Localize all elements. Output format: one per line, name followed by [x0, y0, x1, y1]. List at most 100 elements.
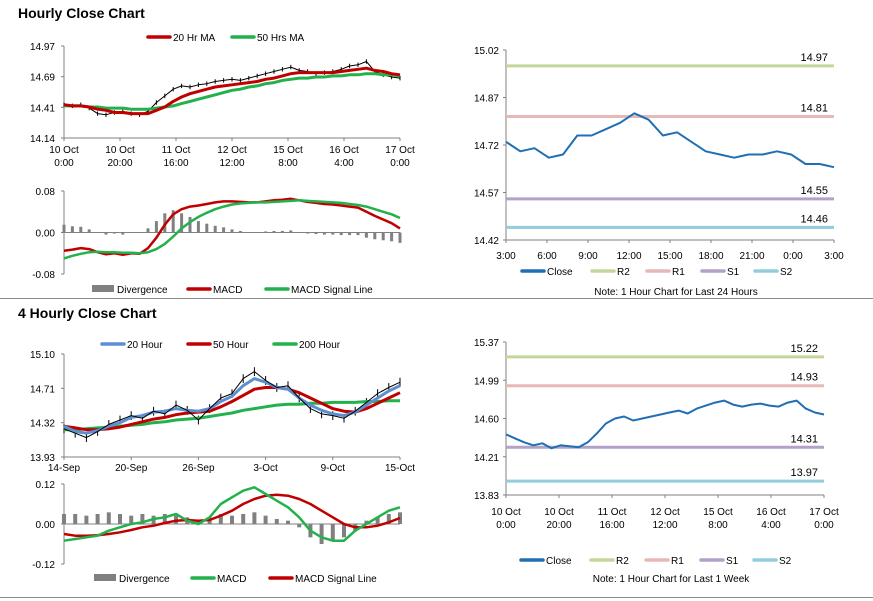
four-hourly-legend-50h-label: 50 Hour: [213, 340, 249, 351]
four-hourly-levels-legend-s1-label: S1: [726, 556, 739, 567]
four-hourly-levels-y-tick-label: 14.21: [474, 453, 499, 464]
four-hourly-levels-x-tick-label: 0:00: [814, 520, 834, 531]
bottom-divider: [0, 597, 873, 598]
hourly-20hr-ma-line: [63, 66, 401, 116]
hourly-chart-title: Hourly Close Chart: [18, 5, 145, 21]
hourly-price-x-tick-label: 15 Oct: [273, 145, 303, 156]
four-hourly-levels-x-tick-label: 10 Oct: [491, 507, 521, 518]
hourly-50hr-ma-line: [64, 72, 401, 111]
four-hourly-levels-x-tick-label: 8:00: [708, 520, 728, 531]
hourly-price-x-tick-label: 8:00: [278, 158, 298, 169]
four-hourly-price-x-tick-label: 3-Oct: [253, 463, 278, 474]
four-hourly-levels-legend-s2-label: S2: [779, 556, 792, 567]
hourly-levels-level-label-s1: 14.55: [800, 185, 828, 197]
four-hourly-legend-20h-label: 20 Hour: [127, 340, 163, 351]
hourly-legend-divergence-swatch: [92, 285, 114, 292]
hourly-levels-legend-r2-label: R2: [617, 267, 630, 278]
hourly-levels-legend-s2-label: S2: [780, 267, 793, 278]
four-hourly-price-x-tick-label: 14-Sep: [48, 463, 81, 474]
four-hourly-levels-y-tick-label: 14.99: [474, 376, 499, 387]
four-hourly-levels-x-tick-label: 12:00: [652, 520, 677, 531]
four-hourly-price-x-tick-label: 26-Sep: [182, 463, 215, 474]
hourly-levels-y-tick-label: 15.02: [474, 46, 499, 57]
four-hourly-levels-x-tick-label: 16:00: [599, 520, 624, 531]
four-hourly-legend-200h-label: 200 Hour: [299, 340, 341, 351]
hourly-price-x-tick-label: 11 Oct: [162, 145, 191, 156]
four-hourly-levels-legend-close-label: Close: [546, 556, 572, 567]
four-hourly-levels-note: Note: 1 Hour Chart for Last 1 Week: [593, 574, 751, 585]
hourly-price-x-tick-label: 17 Oct: [385, 145, 415, 156]
four-hourly-levels-legend-r2-label: R2: [616, 556, 629, 567]
four-hourly-levels-x-tick-label: 20:00: [546, 520, 571, 531]
four-hourly-legend-divergence-swatch: [94, 574, 116, 581]
hourly-levels-legend-r1-label: R1: [672, 267, 685, 278]
four-hourly-macd-line: [63, 486, 401, 542]
four-hourly-levels-x-tick-label: 17 Oct: [809, 507, 839, 518]
four-hourly-price-y-tick-label: 14.71: [30, 384, 55, 395]
hourly-legend-20hr-label: 20 Hr MA: [173, 33, 216, 44]
hourly-levels-y-tick-label: 14.87: [474, 94, 499, 105]
hourly-macd-line: [63, 197, 401, 257]
hourly-price-x-tick-label: 16:00: [163, 158, 188, 169]
four-hourly-legend-divergence-label: Divergence: [119, 574, 170, 585]
hourly-price-x-tick-label: 10 Oct: [105, 145, 135, 156]
four-hourly-levels-x-tick-label: 16 Oct: [756, 507, 786, 518]
four-hourly-levels-level-label-r2: 15.22: [790, 343, 818, 355]
hourly-levels-level-label-r2: 14.97: [800, 52, 828, 64]
four-hourly-levels-level-label-r1: 14.93: [790, 372, 818, 384]
hourly-price-x-tick-label: 0:00: [54, 158, 74, 169]
hourly-legend-signal-label: MACD Signal Line: [291, 285, 373, 296]
hourly-levels-x-tick-label: 9:00: [578, 251, 598, 262]
four-hourly-levels-legend-r1-label: R1: [671, 556, 684, 567]
hourly-levels-level-label-s2: 14.46: [800, 213, 828, 225]
four-hourly-price-y-tick-label: 15.10: [30, 350, 55, 361]
hourly-price-x-tick-label: 0:00: [390, 158, 410, 169]
hourly-price-x-tick-label: 12 Oct: [217, 145, 247, 156]
hourly-price-x-tick-label: 10 Oct: [49, 145, 79, 156]
four-hourly-levels-x-tick-label: 12 Oct: [650, 507, 680, 518]
section-divider: [0, 298, 873, 299]
four-hourly-levels-level-label-s2: 13.97: [790, 467, 818, 479]
hourly-signal-line: [63, 199, 401, 260]
four-hourly-signal-line: [63, 493, 401, 537]
hourly-levels-y-tick-label: 14.72: [474, 141, 499, 152]
hourly-levels-x-tick-label: 0:00: [783, 251, 803, 262]
four-hourly-levels-y-tick-label: 15.37: [474, 338, 499, 349]
hourly-legend-50hr-label: 50 Hrs MA: [257, 33, 305, 44]
hourly-levels-y-tick-label: 14.57: [474, 189, 499, 200]
four-hourly-chart-title: 4 Hourly Close Chart: [18, 305, 157, 321]
hourly-macd-y-tick-label: -0.08: [32, 270, 55, 281]
hourly-levels-x-tick-label: 3:00: [824, 251, 844, 262]
hourly-levels-x-tick-label: 15:00: [657, 251, 682, 262]
hourly-levels-x-tick-label: 21:00: [739, 251, 764, 262]
hourly-price-y-tick-label: 14.69: [30, 73, 55, 84]
four-hourly-macd-y-tick-label: -0.12: [32, 560, 55, 571]
hourly-price-y-tick-label: 14.41: [30, 103, 55, 114]
hourly-levels-y-tick-label: 14.42: [474, 236, 499, 247]
hourly-price-x-tick-label: 12:00: [219, 158, 244, 169]
hourly-price-y-tick-label: 14.14: [30, 134, 55, 145]
hourly-levels-note: Note: 1 Hour Chart for Last 24 Hours: [594, 287, 757, 298]
four-hourly-price-y-tick-label: 13.93: [30, 453, 55, 464]
four-hourly-levels-x-tick-label: 4:00: [761, 520, 781, 531]
four-hourly-levels-level-label-s1: 14.31: [790, 433, 818, 445]
four-hourly-levels-x-tick-label: 0:00: [496, 520, 516, 531]
hourly-levels-level-label-r1: 14.81: [800, 103, 828, 115]
hourly-levels-x-tick-label: 12:00: [616, 251, 641, 262]
four-hourly-macd-y-tick-label: 0.12: [36, 480, 56, 491]
four-hourly-price-x-tick-label: 20-Sep: [115, 463, 148, 474]
hourly-legend-divergence-label: Divergence: [117, 285, 168, 296]
four-hourly-20h-line: [63, 377, 401, 435]
four-hourly-price-line: [63, 371, 401, 439]
hourly-levels-x-tick-label: 18:00: [698, 251, 723, 262]
four-hourly-levels-x-tick-label: 15 Oct: [703, 507, 733, 518]
hourly-price-x-tick-label: 16 Oct: [329, 145, 359, 156]
hourly-price-x-tick-label: 4:00: [334, 158, 354, 169]
four-hourly-price-y-tick-label: 14.32: [30, 419, 55, 430]
four-hourly-levels-y-tick-label: 13.83: [474, 491, 499, 502]
hourly-levels-x-tick-label: 6:00: [537, 251, 557, 262]
four-hourly-50h-line: [63, 386, 401, 432]
four-hourly-price-x-tick-label: 15-Oct: [385, 463, 415, 474]
hourly-legend-macd-label: MACD: [213, 285, 242, 296]
